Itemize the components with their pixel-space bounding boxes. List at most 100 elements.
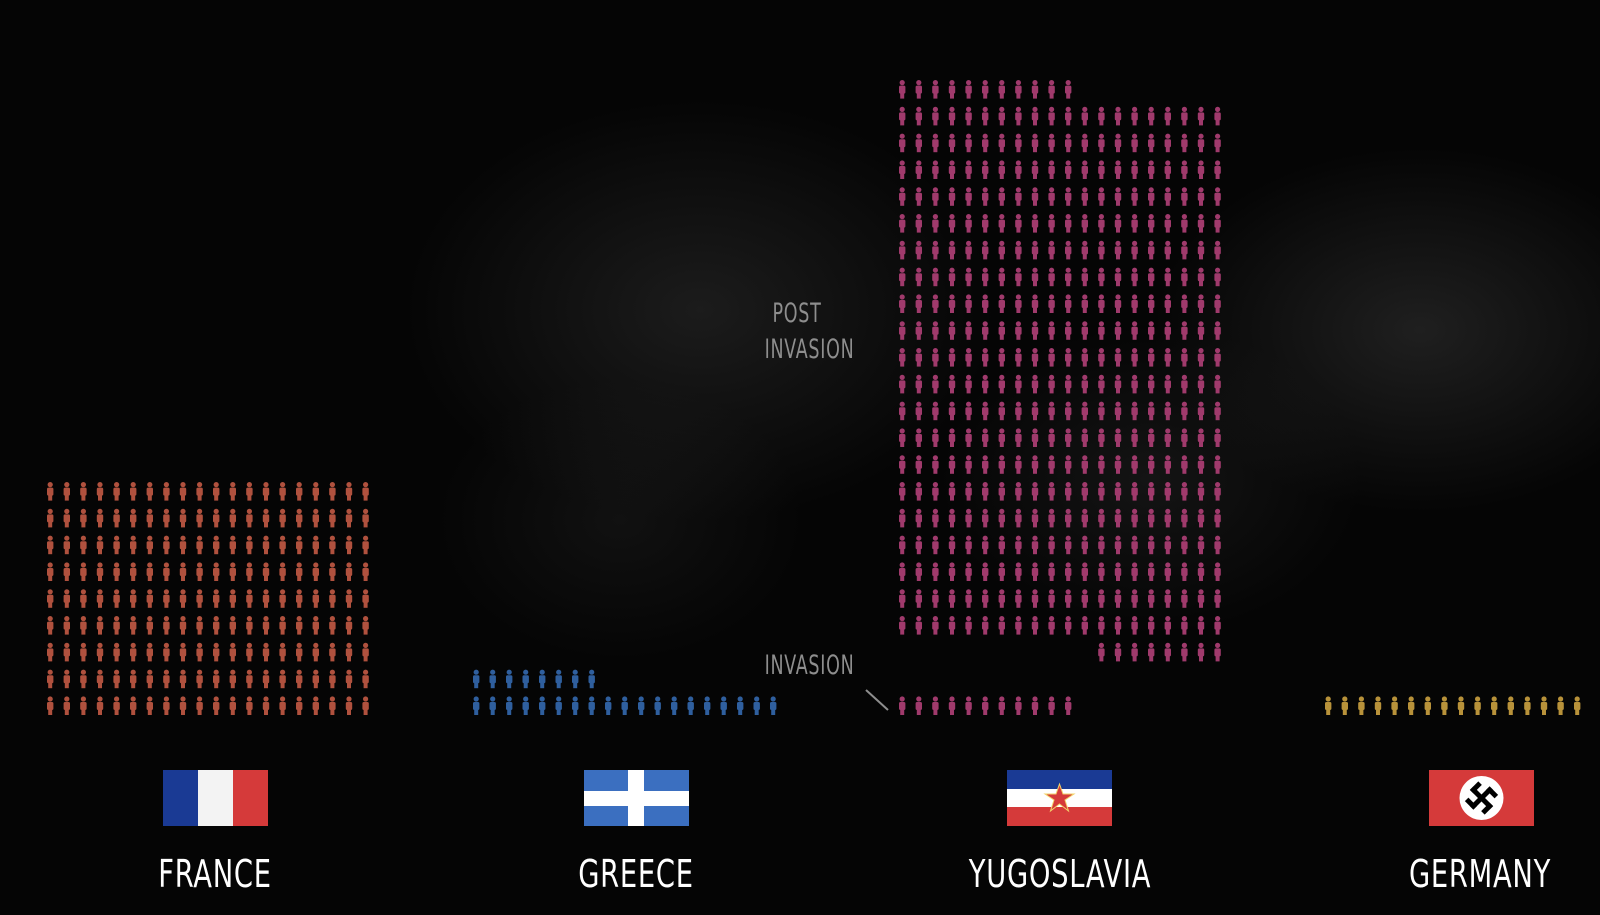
yugoslavia-post-invasion-figure [1148, 562, 1155, 581]
yugoslavia-post-invasion-figure [1197, 321, 1205, 340]
yugoslavia-post-invasion-figure [1081, 562, 1088, 581]
yugoslavia-post-invasion-figure [1131, 374, 1138, 394]
yugoslavia-post-invasion-figure [899, 508, 906, 528]
france-post-invasion-figure [279, 562, 286, 581]
yugoslavia-post-invasion-figure [1015, 267, 1022, 287]
yugoslavia-post-invasion-figure [915, 616, 922, 635]
post-invasion-annotation: POST INVASION [765, 296, 854, 368]
greece-pre-invasion-figure [770, 696, 777, 715]
germany-pre-invasion-figure [1424, 696, 1431, 715]
greece-pre-invasion-figure [539, 669, 546, 689]
france-post-invasion-figure [262, 669, 270, 689]
france-post-invasion-figure [196, 589, 203, 608]
yugoslavia-post-invasion-figure [915, 348, 922, 367]
yugoslavia-post-invasion-figure [1148, 374, 1155, 394]
yugoslavia-post-invasion-figure [1197, 106, 1205, 126]
yugoslavia-post-invasion-figure [982, 401, 989, 421]
yugoslavia-post-invasion-figure [932, 348, 939, 367]
greece-pre-invasion-figure [506, 696, 513, 715]
france-post-invasion-figure [113, 562, 120, 581]
france-post-invasion-figure [246, 482, 253, 501]
yugoslavia-post-invasion-figure [1098, 508, 1105, 528]
france-post-invasion-figure [329, 535, 336, 555]
yugoslavia-post-invasion-figure [1048, 455, 1055, 474]
yugoslavia-post-invasion-figure [899, 562, 906, 581]
france-post-invasion-figure [279, 616, 286, 635]
yugoslavia-post-invasion-figure [899, 187, 906, 206]
france-post-invasion-figure [146, 642, 153, 662]
yugoslavia-post-invasion-figure [1031, 348, 1039, 367]
yugoslavia-post-invasion-figure [1098, 589, 1105, 608]
yugoslavia-post-invasion-figure [1197, 428, 1205, 447]
yugoslavia-post-invasion-figure [1081, 214, 1088, 233]
yugoslavia-post-invasion-figure [1197, 374, 1205, 394]
yugoslavia-post-invasion-figure [1048, 401, 1055, 421]
france-post-invasion-figure [345, 562, 353, 581]
yugoslavia-post-invasion-figure [1164, 214, 1171, 233]
yugoslavia-post-invasion-figure [1131, 133, 1138, 153]
france-post-invasion-figure [130, 508, 137, 528]
yugoslavia-post-invasion-figure [1015, 133, 1022, 153]
yugoslavia-post-invasion-figure [932, 455, 939, 474]
france-post-invasion-figure [362, 616, 369, 635]
yugoslavia-post-invasion-figure [1065, 294, 1072, 313]
yugoslavia-post-invasion-figure [1065, 160, 1072, 179]
yugoslavia-post-invasion-figure [1164, 240, 1171, 260]
yugoslavia-post-invasion-figure [998, 294, 1005, 313]
yugoslavia-post-invasion-figure [982, 455, 989, 474]
france-post-invasion-figure [312, 508, 319, 528]
france-post-invasion-figure [179, 696, 187, 715]
yugoslavia-post-invasion-figure [1214, 294, 1221, 313]
yugoslavia-post-invasion-figure [1081, 589, 1088, 608]
france-post-invasion-figure [80, 482, 87, 501]
yugoslavia-post-invasion-figure [915, 401, 922, 421]
yugoslavia-post-invasion-figure [1164, 321, 1171, 340]
france-post-invasion-figure [296, 669, 303, 689]
france-post-invasion-figure [196, 508, 203, 528]
france-post-invasion-figure [96, 535, 104, 555]
france-post-invasion-figure [345, 535, 353, 555]
yugoslavia-post-invasion-figure [998, 508, 1005, 528]
france-post-invasion-figure [296, 508, 303, 528]
yugoslavia-post-invasion-figure [965, 187, 972, 206]
france-post-invasion-figure [179, 589, 187, 608]
yugoslavia-post-invasion-figure [1164, 187, 1171, 206]
yugoslavia-post-invasion-figure [1131, 455, 1138, 474]
yugoslavia-post-invasion-figure [1048, 589, 1055, 608]
yugoslavia-post-invasion-figure [915, 106, 922, 126]
yugoslavia-post-invasion-figure [932, 482, 939, 501]
yugoslavia-post-invasion-figure [1197, 214, 1205, 233]
yugoslavia-post-invasion-figure [965, 133, 972, 153]
yugoslavia-post-invasion-figure [932, 240, 939, 260]
yugoslavia-post-invasion-figure [1048, 428, 1055, 447]
yugoslavia-post-invasion-figure [1214, 535, 1221, 555]
yugoslavia-post-invasion-figure [932, 535, 939, 555]
yugoslavia-post-invasion-figure [1098, 642, 1105, 662]
france-post-invasion-figure [179, 642, 187, 662]
france-post-invasion-figure [362, 669, 369, 689]
yugoslavia-post-invasion-figure [1197, 616, 1205, 635]
yugoslavia-post-invasion-figure [1114, 187, 1122, 206]
greece-pre-invasion-figure [555, 669, 562, 689]
france-post-invasion-figure [362, 562, 369, 581]
yugoslavia-post-invasion-figure [899, 160, 906, 179]
yugoslavia-post-invasion-figure [1031, 321, 1039, 340]
yugoslavia-post-invasion-figure [1114, 642, 1122, 662]
france-post-invasion-figure [63, 669, 70, 689]
yugoslavia-post-invasion-figure [998, 267, 1005, 287]
yugoslavia-post-invasion-figure [1031, 455, 1039, 474]
yugoslavia-post-invasion-figure [1048, 294, 1055, 313]
france-post-invasion-figure [246, 562, 253, 581]
yugoslavia-post-invasion-figure [932, 160, 939, 179]
france-post-invasion-figure [312, 616, 319, 635]
yugoslavia-post-invasion-figure [1197, 482, 1205, 501]
france-post-invasion-figure [113, 616, 120, 635]
france-post-invasion-figure [345, 642, 353, 662]
yugoslavia-post-invasion-figure [1214, 455, 1221, 474]
yugoslavia-post-invasion-figure [1148, 187, 1155, 206]
germany-pre-invasion-figure [1325, 696, 1332, 715]
yugoslavia-post-invasion-figure [1015, 455, 1022, 474]
yugoslavia-post-invasion-figure [1114, 133, 1122, 153]
yugoslavia-post-invasion-figure [1031, 562, 1039, 581]
post-invasion-label: POST INVASION [764, 298, 855, 365]
